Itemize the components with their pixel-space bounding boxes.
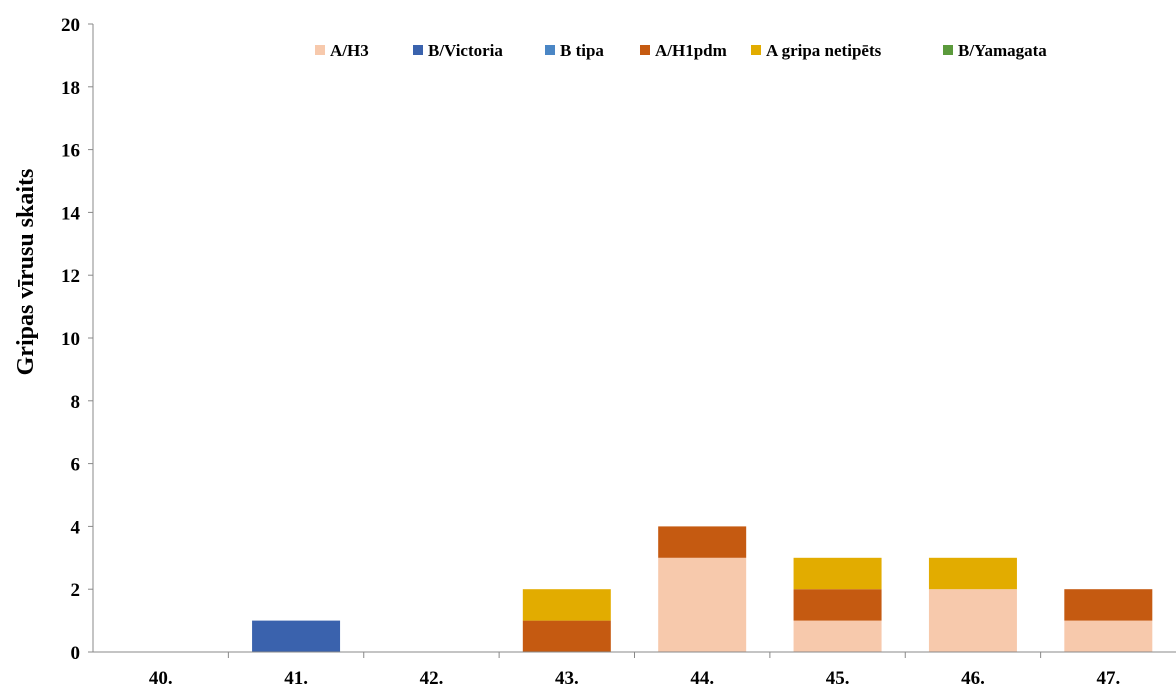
y-tick-label: 4 (71, 517, 81, 538)
y-tick-label: 14 (61, 203, 81, 224)
y-tick-label: 10 (61, 329, 80, 350)
legend-swatch (315, 45, 325, 55)
bar-segment (793, 589, 882, 621)
y-tick-label: 12 (61, 266, 80, 287)
x-axis: 40. 41. 42. 43. 44. 45. 46. 47. (149, 652, 1120, 689)
bar-segment (793, 620, 882, 652)
y-tick-label: 2 (71, 580, 81, 601)
legend-label: B/Yamagata (958, 41, 1047, 60)
x-tick-label: 44. (690, 668, 714, 689)
bars-group (252, 526, 1153, 652)
legend-label: B/Victoria (428, 41, 503, 60)
legend-swatch (751, 45, 761, 55)
bar-segment (1064, 620, 1153, 652)
bar-segment (1064, 589, 1153, 621)
bar-segment (658, 526, 747, 558)
bar-segment (658, 557, 747, 652)
bar-segment (522, 620, 611, 652)
y-tick-label: 16 (61, 141, 80, 162)
legend-swatch (640, 45, 650, 55)
bar-segment (522, 589, 611, 621)
legend: A/H3 B/Victoria B tipa A/H1pdm A gripa netip… (315, 41, 1047, 60)
y-tick-label: 20 (61, 15, 80, 36)
legend-label: B tipa (560, 41, 604, 60)
x-tick-label: 42. (420, 668, 444, 689)
legend-swatch (545, 45, 555, 55)
y-axis: 0 2 4 6 8 10 12 14 16 18 20 (61, 15, 93, 664)
x-tick-label: 41. (284, 668, 308, 689)
legend-swatch (413, 45, 423, 55)
x-tick-label: 43. (555, 668, 579, 689)
legend-label: A/H3 (330, 41, 369, 60)
bar-segment (793, 557, 882, 590)
bar-segment (928, 589, 1017, 652)
legend-label: A gripa netipēts (766, 41, 882, 60)
legend-label: A/H1pdm (655, 41, 727, 60)
bar-segment (928, 557, 1017, 590)
y-tick-label: 18 (61, 78, 80, 99)
x-tick-label: 47. (1096, 668, 1120, 689)
y-tick-label: 0 (71, 643, 81, 664)
bar-segment (252, 620, 341, 652)
x-tick-label: 46. (961, 668, 985, 689)
x-tick-label: 40. (149, 668, 173, 689)
y-tick-label: 8 (71, 392, 81, 413)
x-tick-label: 45. (826, 668, 850, 689)
y-axis-title: Gripas vīrusu skaits (13, 169, 39, 376)
legend-swatch (943, 45, 953, 55)
y-tick-label: 6 (71, 455, 81, 476)
